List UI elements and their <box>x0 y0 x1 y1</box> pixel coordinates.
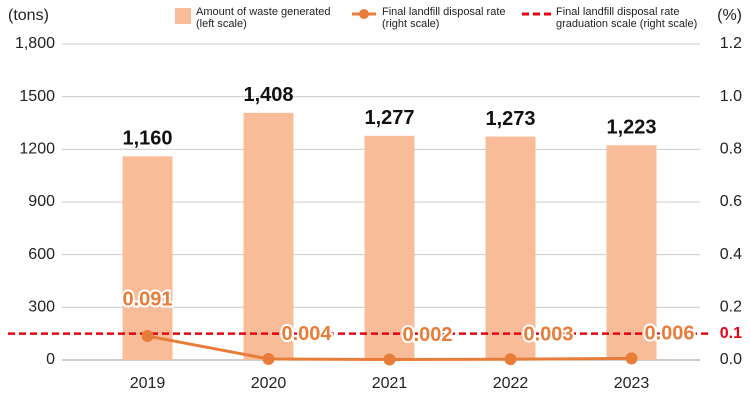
y2-tick-label: 1.2 <box>720 35 742 52</box>
y2-axis-label: (%) <box>717 7 742 24</box>
y-axis-label: (tons) <box>8 7 49 24</box>
line-point <box>262 352 275 365</box>
line-point <box>383 353 396 366</box>
legend-swatch <box>352 9 376 19</box>
y-tick-label: 300 <box>28 299 55 316</box>
line-value-label: 0.002 <box>402 324 452 346</box>
x-tick-label: 2020 <box>251 375 287 392</box>
y2-tick-label: 1.0 <box>720 88 742 105</box>
y2-tick-label: 0.6 <box>720 193 742 210</box>
y2-tick-label: 0.8 <box>720 141 742 158</box>
y-tick-label: 1200 <box>19 141 55 158</box>
reference-label: 0.1 <box>720 325 742 342</box>
bar <box>606 145 657 360</box>
x-tick-label: 2023 <box>614 375 650 392</box>
line-value-label: 0.004 <box>281 323 332 345</box>
x-tick-label: 2022 <box>493 375 529 392</box>
y-tick-label: 1,800 <box>15 35 55 52</box>
y-tick-label: 600 <box>28 246 55 263</box>
bar <box>485 136 536 360</box>
bar-value-label: 1,277 <box>364 107 414 129</box>
bar <box>122 156 173 360</box>
bar <box>243 112 294 360</box>
y2-tick-label: 0.0 <box>720 351 742 368</box>
bar-value-label: 1,408 <box>243 84 293 106</box>
y2-tick-label: 0.2 <box>720 299 742 316</box>
bar-value-label: 1,273 <box>485 108 535 130</box>
legend-swatch <box>522 12 552 16</box>
x-tick-label: 2021 <box>372 375 408 392</box>
line-value-label: 0.006 <box>644 323 694 345</box>
y-tick-label: 0 <box>46 351 55 368</box>
line-point <box>504 353 517 366</box>
line-value-label: 0.091 <box>122 288 172 310</box>
y-tick-label: 900 <box>28 193 55 210</box>
legend-label: Final landfill disposal rate graduation … <box>556 6 698 30</box>
bar <box>364 135 415 360</box>
line-value-label: 0.003 <box>523 323 573 345</box>
y2-tick-label: 0.4 <box>720 246 742 263</box>
legend-label: Amount of waste generated (left scale) <box>196 6 331 30</box>
legend-label: Final landfill disposal rate (right scal… <box>382 6 506 30</box>
line-point <box>625 352 638 365</box>
bar-value-label: 1,160 <box>122 128 172 150</box>
x-tick-label: 2019 <box>130 375 166 392</box>
line-point <box>141 330 154 343</box>
y-tick-label: 1500 <box>19 88 55 105</box>
legend-swatch <box>175 8 191 24</box>
bar-value-label: 1,223 <box>606 117 656 139</box>
